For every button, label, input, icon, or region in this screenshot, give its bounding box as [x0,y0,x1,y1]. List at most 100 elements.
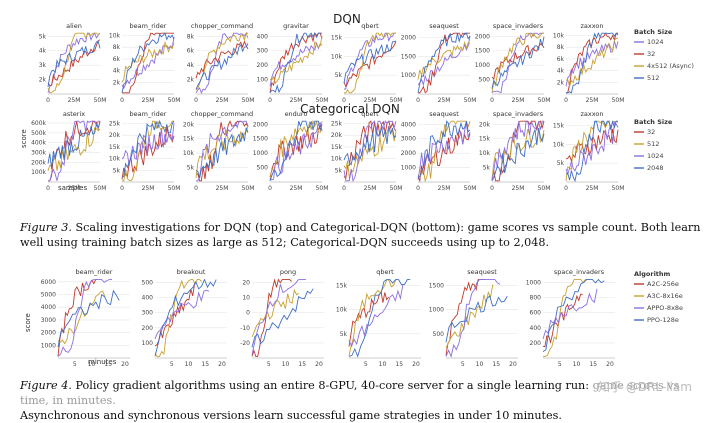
x-tick-label: 0 [46,97,50,104]
panel-title: seaquest [429,110,459,118]
x-tick-label: 15 [104,361,112,368]
y-tick-label: 3000 [41,317,56,324]
y-tick-label: 1000 [41,342,56,349]
series-line-0 [251,278,292,357]
y-tick-label: 5k [557,160,565,167]
x-tick-label: 25M [512,97,525,104]
series-line-2 [542,288,598,340]
series-line-3 [565,120,618,183]
dqn-chart-qbert: qbert 5k 10k 15k 0 25M 50M [331,22,403,104]
dqn-chart-seaquest: seaquest 1000 1500 2000 0 25M 50M [401,22,477,104]
series-line-3 [47,121,101,169]
series-line-2 [196,120,249,182]
x-tick-label: 25M [216,185,229,192]
y-tick-label: 100k [31,169,46,176]
series-line-3 [121,32,175,93]
y-tick-label: 2000 [41,330,56,337]
x-tick-label: 5 [558,361,562,368]
panel-title: zaxxon [581,110,604,118]
panel-title: breakout [177,268,206,276]
x-tick-label: 10 [88,361,96,368]
series-line-0 [154,283,196,347]
x-tick-label: 25M [586,97,599,104]
series-line-2 [343,120,397,183]
dqn-panel-beam-rider: beam_rider 2k 4k 6k 8k 10k 0 25M 50M [104,22,181,108]
series-line-2 [344,32,396,94]
y-tick-label: 5k [187,165,195,172]
cdqn-panel-chopper-command: chopper_command 5k 10k 15k 20k 0 25M 50M [178,110,255,196]
series-line-2 [121,122,175,167]
figure4-text-faded: game scores vs time, in minutes. [20,379,680,407]
series-line-3 [566,32,619,94]
legend-label: 2048 [647,164,664,172]
legend-title: Algorithm [634,270,671,278]
y-tick-label: 400k [31,140,46,147]
y-tick-label: 2k [113,79,121,86]
cdqn-chart-beam-rider: beam_rider 5k 10k 15k 20k 25k 0 25M 50M [109,110,181,192]
figure4-label: Figure 4. [20,379,72,392]
x-tick-label: 25M [142,185,155,192]
x-tick-label: 0 [416,185,420,192]
dqn-panel-qbert: qbert 5k 10k 15k 0 25M 50M [326,22,403,108]
pg-panel-space-invaders: space_invaders 200 400 600 800 1000 5 10 15 20 [525,268,619,372]
y-tick-label: 5k [335,72,343,79]
y-tick-label: -20 [240,340,250,347]
x-tick-label: 25M [216,97,229,104]
y-tick-label: 1000 [401,72,416,79]
y-tick-label: 6000 [41,279,56,286]
y-tick-label: 25k [331,121,343,128]
y-tick-label: 8k [187,33,195,40]
x-tick-label: 50M [316,97,329,104]
y-tick-label: 500 [142,280,154,287]
series-line-2 [491,120,544,181]
x-tick-label: 20 [412,361,420,368]
y-tick-label: 1500 [475,48,490,55]
series-line-3 [348,279,411,358]
panel-title: gravitar [283,22,309,30]
dqn-panel-chopper-command: chopper_command 2k 4k 6k 8k 0 25M 50M [178,22,255,108]
x-tick-label: 15 [492,361,500,368]
figure4-text: Policy gradient algorithms using an enti… [75,379,590,392]
x-tick-label: 0 [564,97,568,104]
pg-panel-pong: pong -20 -10 0 10 20 5 10 15 20 [234,268,328,372]
y-tick-label: 10k [479,150,491,157]
series-line-0 [565,40,619,87]
y-tick-label: 300 [257,48,269,55]
panel-title: space_invaders [493,22,544,30]
series-line-2 [154,289,210,340]
y-tick-label: 2k [187,77,195,84]
cdqn-chart-qbert: qbert 5k 10k 15k 20k 25k 0 25M 50M [331,110,403,192]
x-tick-label: 5 [267,361,271,368]
y-tick-label: 3k [39,62,47,69]
x-tick-label: 10 [573,361,581,368]
y-tick-label: 5k [483,165,491,172]
cdqn-chart-chopper-command: chopper_command 5k 10k 15k 20k 0 25M 50M [183,110,255,192]
series-line-2 [417,122,471,180]
cdqn-panel-zaxxon: zaxxon 5k 10k 15k 0 25M 50M [548,110,625,196]
dqn-chart-chopper-command: chopper_command 2k 4k 6k 8k 0 25M 50M [187,22,255,104]
series-line-1 [57,290,106,345]
series-line-3 [343,40,397,84]
y-tick-label: 1000 [429,307,444,314]
y-tick-label: 200 [142,325,154,332]
cdqn-panel-enduro: enduro 500 1000 1500 2000 0 25M 50M [252,110,329,196]
figure3-caption: Figure 3. Scaling investigations for DQN… [20,220,705,250]
pg-chart-seaquest: seaquest 500 1000 1500 5 10 15 20 [429,268,518,368]
dqn-panel-alien: alien 2k 3k 4k 5k 0 25M 50M [30,22,107,108]
y-tick-label: 15k [183,136,195,143]
y-tick-label: 1000 [475,62,490,69]
y-tick-label: 10 [242,295,250,302]
y-tick-label: 15k [553,123,565,130]
y-tick-label: 500 [433,331,445,338]
x-tick-label: 25M [142,97,155,104]
series-line-3 [251,288,314,348]
pg-panel-qbert: qbert 5k 10k 15k 5 10 15 20 [331,268,425,372]
x-tick-label: 25M [512,185,525,192]
panel-title: enduro [285,110,308,118]
series-line-3 [445,295,508,343]
series-line-2 [565,37,619,89]
y-tick-label: 500k [31,130,46,137]
series-line-3 [57,289,120,348]
series-line-0 [417,36,471,87]
x-tick-label: 25M [68,185,81,192]
